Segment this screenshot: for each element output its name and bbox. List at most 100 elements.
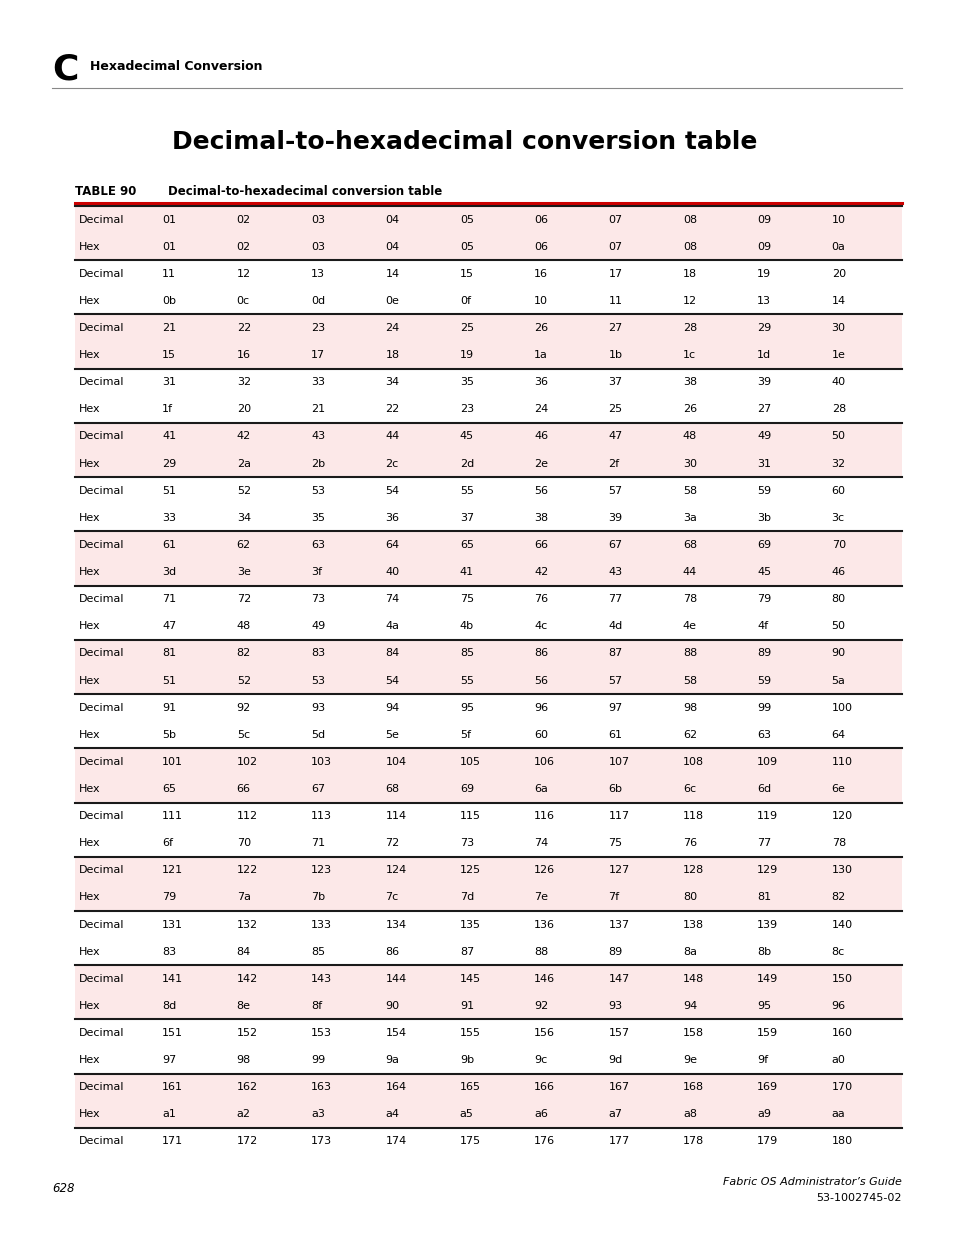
Text: 103: 103 <box>311 757 332 767</box>
Text: 70: 70 <box>831 540 845 550</box>
Text: 123: 123 <box>311 866 332 876</box>
Text: 15: 15 <box>459 269 474 279</box>
Text: Decimal: Decimal <box>79 703 125 713</box>
Text: 104: 104 <box>385 757 406 767</box>
Text: Hex: Hex <box>79 839 100 848</box>
Text: 65: 65 <box>459 540 474 550</box>
Text: 155: 155 <box>459 1028 480 1037</box>
Text: 24: 24 <box>385 324 399 333</box>
Text: 0b: 0b <box>162 296 176 306</box>
Text: 89: 89 <box>608 947 622 957</box>
Text: 95: 95 <box>459 703 474 713</box>
Text: 66: 66 <box>236 784 251 794</box>
Text: 175: 175 <box>459 1136 480 1146</box>
Text: 64: 64 <box>385 540 399 550</box>
Text: Decimal: Decimal <box>79 324 125 333</box>
Text: 178: 178 <box>682 1136 703 1146</box>
Text: 30: 30 <box>682 458 697 468</box>
Text: 56: 56 <box>534 676 548 685</box>
Text: Fabric OS Administrator’s Guide: Fabric OS Administrator’s Guide <box>722 1177 901 1187</box>
Text: 96: 96 <box>534 703 548 713</box>
Text: Hex: Hex <box>79 1055 100 1065</box>
Text: 47: 47 <box>162 621 176 631</box>
Text: 70: 70 <box>236 839 251 848</box>
Text: Hex: Hex <box>79 513 100 522</box>
Bar <box>75 1046 901 1073</box>
Text: 94: 94 <box>385 703 399 713</box>
Text: 38: 38 <box>682 377 697 388</box>
Text: 67: 67 <box>311 784 325 794</box>
Text: 74: 74 <box>534 839 548 848</box>
Text: 165: 165 <box>459 1082 480 1092</box>
Text: 52: 52 <box>236 676 251 685</box>
Text: 98: 98 <box>236 1055 251 1065</box>
Text: 5d: 5d <box>311 730 325 740</box>
Text: 53-1002745-02: 53-1002745-02 <box>816 1193 901 1203</box>
Text: 163: 163 <box>311 1082 332 1092</box>
Bar <box>75 694 901 721</box>
Text: 80: 80 <box>682 893 697 903</box>
Text: 158: 158 <box>682 1028 703 1037</box>
Text: 7c: 7c <box>385 893 398 903</box>
Text: 53: 53 <box>311 676 325 685</box>
Text: 7d: 7d <box>459 893 474 903</box>
Text: 7e: 7e <box>534 893 548 903</box>
Text: 99: 99 <box>757 703 771 713</box>
Text: 162: 162 <box>236 1082 257 1092</box>
Text: 134: 134 <box>385 920 406 930</box>
Text: 6d: 6d <box>757 784 771 794</box>
Text: Decimal: Decimal <box>79 377 125 388</box>
Text: 67: 67 <box>608 540 622 550</box>
Text: 13: 13 <box>311 269 325 279</box>
Text: 180: 180 <box>831 1136 852 1146</box>
Text: 39: 39 <box>757 377 771 388</box>
Text: 149: 149 <box>757 973 778 984</box>
Text: 66: 66 <box>534 540 548 550</box>
Text: 33: 33 <box>162 513 176 522</box>
Text: Hexadecimal Conversion: Hexadecimal Conversion <box>90 61 262 73</box>
Text: 2f: 2f <box>608 458 619 468</box>
Text: 09: 09 <box>757 215 771 225</box>
Bar <box>75 450 901 477</box>
Text: 138: 138 <box>682 920 703 930</box>
Text: 18: 18 <box>682 269 697 279</box>
Text: 128: 128 <box>682 866 703 876</box>
Text: 4f: 4f <box>757 621 767 631</box>
Text: 160: 160 <box>831 1028 852 1037</box>
Text: 53: 53 <box>311 485 325 495</box>
Text: 06: 06 <box>534 215 548 225</box>
Text: 1c: 1c <box>682 351 696 361</box>
Text: a0: a0 <box>831 1055 844 1065</box>
Text: 5a: 5a <box>831 676 844 685</box>
Text: 22: 22 <box>385 404 399 415</box>
Text: 43: 43 <box>311 431 325 441</box>
Text: Decimal-to-hexadecimal conversion table: Decimal-to-hexadecimal conversion table <box>168 185 442 198</box>
Text: 49: 49 <box>757 431 771 441</box>
Text: 98: 98 <box>682 703 697 713</box>
Text: 110: 110 <box>831 757 852 767</box>
Text: 132: 132 <box>236 920 257 930</box>
Text: 113: 113 <box>311 811 332 821</box>
Text: 97: 97 <box>608 703 622 713</box>
Text: 1f: 1f <box>162 404 173 415</box>
Text: 8d: 8d <box>162 1000 176 1011</box>
Text: 43: 43 <box>608 567 622 577</box>
Text: 11: 11 <box>608 296 622 306</box>
Text: 152: 152 <box>236 1028 257 1037</box>
Text: 76: 76 <box>682 839 697 848</box>
Text: a8: a8 <box>682 1109 697 1119</box>
Text: 77: 77 <box>757 839 771 848</box>
Text: 6b: 6b <box>608 784 622 794</box>
Text: 7f: 7f <box>608 893 619 903</box>
Text: 97: 97 <box>162 1055 176 1065</box>
Bar <box>75 884 901 911</box>
Text: 4c: 4c <box>534 621 547 631</box>
Text: 176: 176 <box>534 1136 555 1146</box>
Text: 156: 156 <box>534 1028 555 1037</box>
Text: 9b: 9b <box>459 1055 474 1065</box>
Bar <box>75 585 901 613</box>
Text: 126: 126 <box>534 866 555 876</box>
Text: Hex: Hex <box>79 676 100 685</box>
Bar <box>75 558 901 585</box>
Text: 34: 34 <box>385 377 399 388</box>
